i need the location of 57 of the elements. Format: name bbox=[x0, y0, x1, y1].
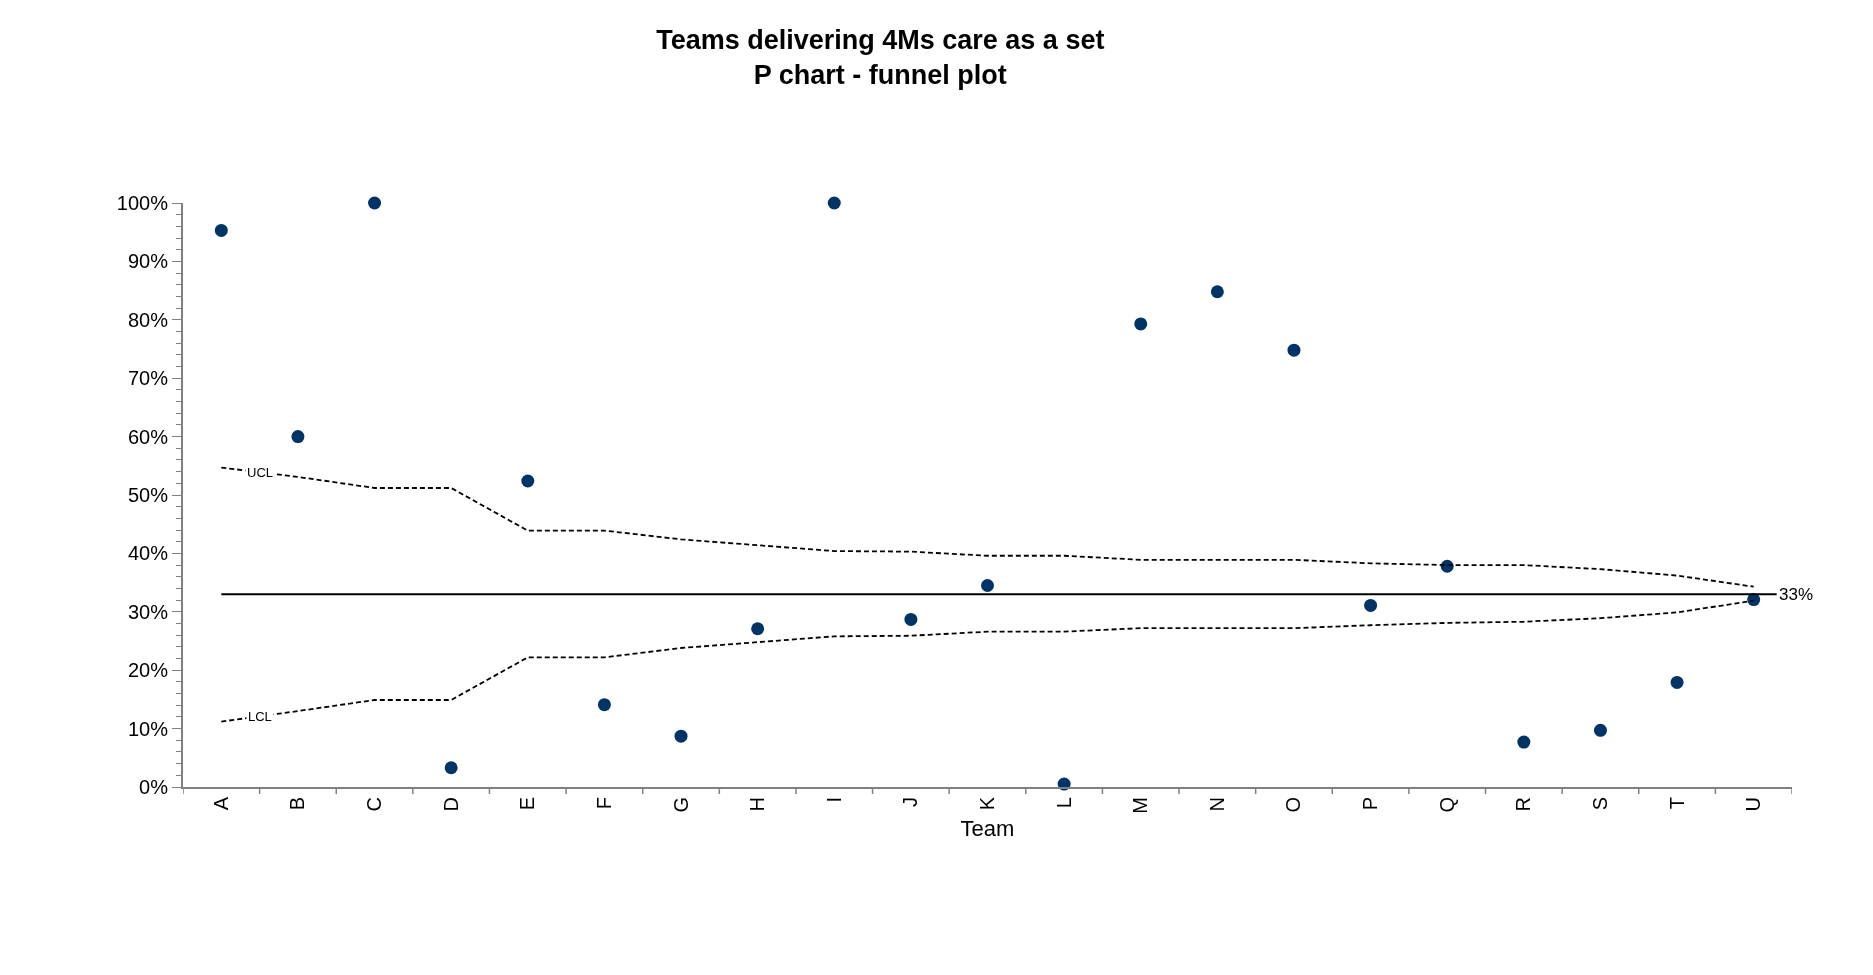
y-tick-label: 100% bbox=[116, 192, 169, 214]
point bbox=[1210, 285, 1224, 299]
y-tick-label: 60% bbox=[127, 425, 169, 448]
x-tick-label: K bbox=[976, 796, 998, 811]
x-tick-label: M bbox=[1129, 797, 1152, 814]
x-tick-label: Q bbox=[1435, 797, 1458, 813]
point bbox=[597, 698, 611, 712]
x-tick-label: P bbox=[1359, 797, 1382, 811]
point bbox=[1287, 343, 1301, 357]
y-tick-label: 90% bbox=[127, 250, 169, 273]
x-tick-label: G bbox=[669, 797, 692, 813]
point bbox=[1517, 735, 1531, 749]
point bbox=[674, 729, 688, 743]
chart-subtitle: P chart - funnel plot bbox=[753, 59, 1007, 90]
line-series bbox=[220, 466, 1755, 588]
y-tick-label: 80% bbox=[127, 308, 169, 331]
point bbox=[1593, 723, 1607, 737]
x-axis-title: Team bbox=[960, 816, 1015, 842]
series-label: LCL bbox=[248, 709, 272, 724]
point bbox=[521, 474, 535, 488]
y-tick-label: 70% bbox=[127, 367, 169, 390]
y-tick-label: 0% bbox=[139, 776, 169, 798]
point bbox=[444, 761, 458, 775]
x-tick-label: T bbox=[1665, 797, 1688, 810]
chart-title: Teams delivering 4Ms care as a set bbox=[656, 24, 1105, 55]
y-tick-label: 30% bbox=[127, 600, 169, 623]
x-tick-label: F bbox=[592, 797, 615, 810]
x-tick-label: U bbox=[1742, 797, 1765, 812]
y-tick-label: 50% bbox=[127, 484, 169, 506]
x-tick-label: A bbox=[209, 796, 232, 811]
x-tick-label: N bbox=[1205, 797, 1228, 812]
point bbox=[751, 622, 765, 636]
point bbox=[214, 223, 228, 237]
series-label: UCL bbox=[247, 465, 274, 480]
ref-line-label: 33% bbox=[1779, 585, 1814, 604]
point bbox=[1364, 598, 1378, 612]
x-tick-label: I bbox=[822, 797, 845, 803]
x-tick-label: O bbox=[1282, 797, 1305, 813]
point bbox=[981, 579, 994, 593]
x-tick-label: B bbox=[286, 797, 309, 811]
x-tick-label: C bbox=[363, 797, 386, 812]
x-tick-label: H bbox=[746, 797, 769, 812]
x-tick-label: J bbox=[899, 797, 922, 807]
y-tick-label: 20% bbox=[127, 659, 169, 682]
x-tick-label: E bbox=[516, 797, 539, 811]
y-tick-label: 40% bbox=[127, 542, 169, 565]
x-tick-label: S bbox=[1588, 797, 1611, 811]
x-tick-label: L bbox=[1052, 797, 1075, 809]
x-tick-label: D bbox=[439, 797, 462, 812]
point bbox=[368, 196, 382, 210]
y-tick-label: 10% bbox=[127, 717, 169, 740]
x-tick-label: R bbox=[1512, 797, 1535, 812]
point bbox=[1670, 675, 1684, 689]
point bbox=[904, 612, 918, 626]
point bbox=[827, 196, 841, 210]
point bbox=[1134, 317, 1148, 331]
point bbox=[291, 430, 305, 444]
